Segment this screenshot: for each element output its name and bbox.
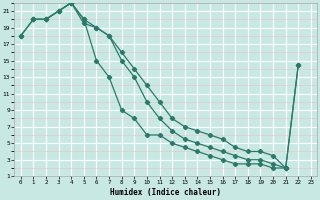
- X-axis label: Humidex (Indice chaleur): Humidex (Indice chaleur): [110, 188, 221, 197]
